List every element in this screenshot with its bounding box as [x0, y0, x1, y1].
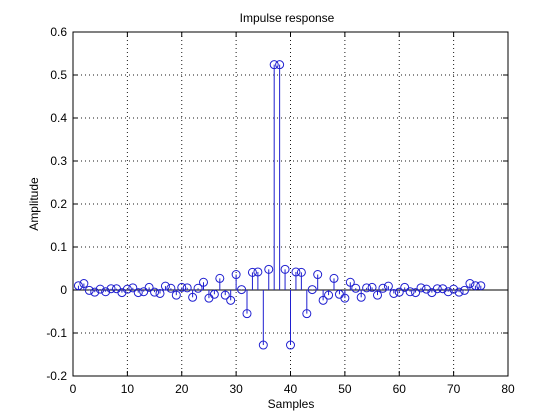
stem-marker: [383, 281, 393, 291]
stem-marker: [90, 287, 100, 297]
y-tick-label: 0.1: [50, 240, 67, 254]
stem-marker: [296, 267, 306, 277]
stem-marker: [362, 283, 372, 293]
stem-marker: [411, 288, 421, 298]
stem-marker: [144, 282, 154, 292]
stem-marker: [438, 284, 448, 294]
stem-marker: [443, 287, 453, 297]
stem-marker: [171, 290, 181, 300]
stem-marker: [329, 273, 339, 283]
stem-marker: [155, 288, 165, 298]
x-tick-label: 70: [447, 382, 461, 396]
stem-marker: [449, 284, 459, 294]
y-tick-label: 0.3: [50, 154, 67, 168]
stem-marker: [313, 270, 323, 280]
stem-marker: [389, 288, 399, 298]
stem-marker: [275, 60, 285, 70]
stem-marker: [356, 292, 366, 302]
y-tick-label: 0.4: [50, 111, 67, 125]
stem-marker: [242, 309, 252, 319]
stem-marker: [95, 284, 105, 294]
x-axis-label: Samples: [268, 397, 315, 411]
stem-marker: [286, 340, 295, 350]
x-tick-label: 40: [284, 382, 298, 396]
stem-marker: [378, 283, 388, 293]
stem-marker: [220, 290, 230, 300]
stem-marker: [231, 270, 241, 280]
stem-marker: [139, 287, 149, 297]
stem-marker: [307, 285, 317, 295]
y-tick-label: -0.1: [46, 326, 67, 340]
stem-marker: [351, 283, 361, 293]
stem-marker: [269, 60, 279, 70]
y-tick-label: 0.2: [50, 197, 67, 211]
marker-layer: [73, 60, 486, 350]
y-axis-label: Amplitude: [27, 177, 41, 231]
stem-marker: [340, 293, 350, 303]
stem-marker: [188, 292, 198, 302]
stem-marker: [367, 282, 377, 292]
x-tick-label: 30: [229, 382, 243, 396]
stem-marker: [460, 285, 469, 295]
stem-marker: [302, 309, 312, 319]
stem-marker: [177, 282, 187, 292]
stem-marker: [122, 284, 132, 294]
stem-marker: [454, 287, 464, 297]
stem-marker: [280, 264, 290, 274]
stem-marker: [150, 287, 160, 297]
stem-marker: [253, 267, 263, 277]
y-tick-label: 0.6: [50, 25, 67, 39]
stem-marker: [166, 283, 176, 293]
stem-marker: [128, 283, 138, 293]
stem-marker: [432, 284, 442, 294]
stem-marker: [209, 289, 219, 299]
x-tick-label: 0: [70, 382, 77, 396]
y-tick-label: -0.2: [46, 369, 67, 383]
stem-marker: [258, 340, 268, 350]
stem-marker: [182, 283, 192, 293]
stem-marker: [79, 279, 89, 289]
stem-marker: [324, 290, 334, 300]
stem-marker: [373, 290, 382, 300]
stem-marker: [416, 283, 426, 293]
stem-marker: [84, 285, 94, 295]
x-tick-label: 60: [393, 382, 407, 396]
stem-marker: [237, 285, 247, 295]
stem-marker: [470, 281, 480, 291]
stem-marker: [394, 287, 404, 297]
stem-marker: [318, 295, 328, 305]
y-tick-label: 0.5: [50, 68, 67, 82]
stem-marker: [106, 284, 116, 294]
stem-marker: [291, 267, 301, 277]
stem-marker: [215, 273, 225, 283]
stem-marker: [133, 288, 143, 298]
stem-marker: [476, 281, 486, 291]
stem-marker: [465, 279, 475, 289]
chart-title: Impulse response: [240, 11, 335, 25]
x-tick-label: 10: [121, 382, 135, 396]
stem-marker: [73, 281, 83, 291]
stem-marker: [247, 267, 257, 277]
x-tick-label: 50: [338, 382, 352, 396]
stem-marker: [101, 287, 111, 297]
x-tick-label: 80: [501, 382, 515, 396]
stem-marker: [193, 283, 203, 293]
stem-marker: [400, 282, 410, 292]
y-tick-label: 0: [60, 283, 67, 297]
stem-marker: [405, 287, 415, 297]
stem-marker: [226, 295, 236, 305]
x-tick-label: 20: [175, 382, 189, 396]
stem-marker: [160, 281, 170, 291]
stem-marker: [264, 264, 274, 274]
stem-marker: [199, 277, 208, 287]
stem-layer: [77, 64, 482, 346]
stem-marker: [345, 277, 355, 287]
